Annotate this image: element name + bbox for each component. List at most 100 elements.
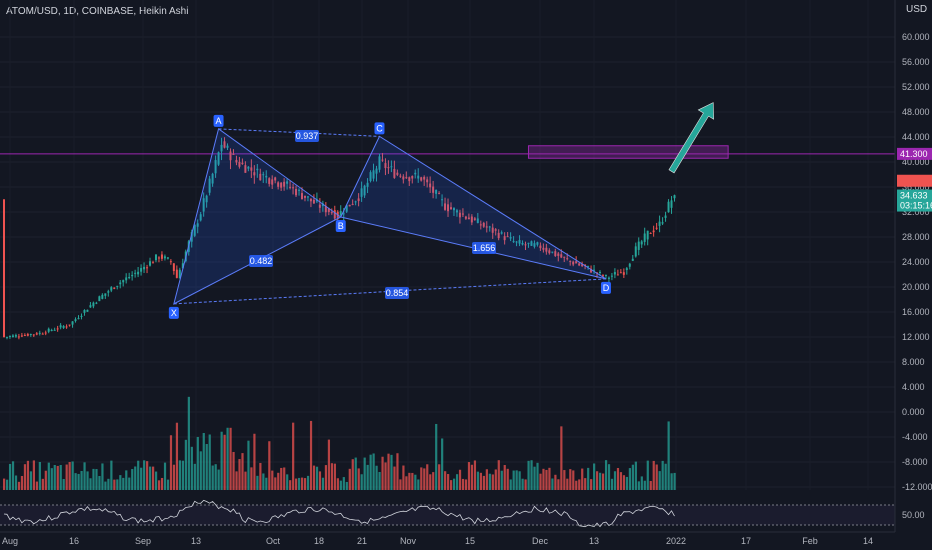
candle-body (405, 177, 408, 179)
volume-bar (441, 438, 444, 490)
volume-bar (450, 480, 453, 490)
volume-bar (110, 460, 113, 490)
candle-body (444, 203, 447, 210)
candle-body (80, 315, 83, 317)
candle-body (71, 321, 74, 325)
volume-bar (485, 469, 488, 490)
candle-body (366, 182, 369, 187)
candle-body (545, 247, 548, 252)
ratio-label: 0.937 (296, 131, 319, 141)
volume-bar (569, 469, 572, 490)
candle-body (497, 232, 500, 239)
candle-body (548, 250, 551, 254)
candle-body (65, 326, 68, 328)
candle-body (116, 285, 119, 287)
price-tick-label: 12.000 (902, 332, 930, 342)
volume-layer (3, 396, 676, 490)
candle-body (587, 265, 590, 267)
volume-bar (411, 472, 414, 490)
time-tick-label: Aug (2, 536, 18, 546)
countdown-label: 03:15:16 (900, 201, 932, 211)
volume-bar (640, 476, 643, 490)
candle-body (634, 246, 637, 257)
candle-body (17, 336, 20, 338)
volume-bar (122, 477, 125, 490)
volume-bar (414, 474, 417, 490)
volume-bar (157, 480, 161, 490)
volume-bar (244, 471, 247, 490)
volume-bar (217, 469, 220, 490)
volume-bar (268, 441, 271, 490)
candle-body (384, 163, 387, 169)
candle-body (390, 166, 393, 168)
ratio-label: 0.854 (386, 288, 409, 298)
oscillator-line (3, 499, 675, 528)
candle-body (569, 260, 572, 262)
volume-bar (125, 470, 128, 490)
volume-bar (178, 460, 182, 490)
candle-body (563, 256, 566, 258)
candle-body (572, 261, 575, 265)
volume-bar (554, 474, 557, 490)
volume-bar (405, 476, 408, 490)
volume-bar (32, 460, 35, 490)
volume-bar (74, 473, 77, 490)
volume-bar (473, 460, 477, 490)
volume-bar (607, 464, 611, 490)
candle-body (533, 243, 536, 247)
candle-body (399, 175, 402, 177)
volume-bar (578, 479, 581, 490)
volume-bar (497, 460, 500, 490)
volume-bar (542, 468, 545, 490)
candle-body (74, 319, 77, 322)
candle-body (429, 183, 432, 188)
candle-body (301, 193, 303, 200)
volume-bar (202, 432, 205, 490)
volume-bar (476, 471, 480, 490)
ratio-badge (472, 242, 496, 254)
candle-body (238, 161, 241, 167)
candle-body (658, 221, 661, 226)
candle-body (160, 254, 163, 259)
volume-bar (303, 478, 307, 490)
volume-bar (452, 478, 456, 490)
price-tick-label: -8.000 (902, 457, 928, 467)
volume-bar (536, 462, 539, 490)
volume-bar (444, 471, 447, 490)
volume-bar (152, 466, 155, 490)
volume-bar (619, 472, 623, 490)
volume-bar (470, 464, 474, 490)
volume-bar (312, 465, 316, 490)
candle-body (375, 168, 378, 174)
volume-bar (289, 480, 292, 490)
candle-body (172, 263, 175, 272)
volume-bar (447, 474, 450, 490)
volume-bar (354, 457, 357, 490)
price-tick-label: 28.000 (902, 232, 930, 242)
currency-label[interactable]: USD (906, 4, 928, 15)
candle-body (62, 326, 65, 328)
volume-bar (563, 470, 566, 490)
oscillator-panel: 50.00 (0, 491, 925, 532)
volume-bar (384, 462, 387, 490)
candle-body (244, 165, 247, 173)
candle-body (125, 277, 128, 281)
volume-bar (634, 461, 637, 490)
volume-bar (286, 474, 289, 490)
volume-bar (41, 478, 44, 490)
volume-bar (187, 396, 190, 490)
candle-body (432, 186, 435, 193)
candle-body (509, 237, 512, 239)
volume-bar (26, 460, 30, 490)
candle-body (593, 269, 596, 271)
point-label: X (171, 308, 177, 318)
candle-body (59, 325, 62, 328)
candle-body (104, 293, 107, 296)
candle-body (566, 258, 569, 260)
volume-bar (545, 469, 548, 490)
volume-bar (420, 467, 423, 490)
candle-body (551, 251, 554, 253)
volume-bar (491, 474, 494, 490)
volume-bar (53, 464, 56, 490)
